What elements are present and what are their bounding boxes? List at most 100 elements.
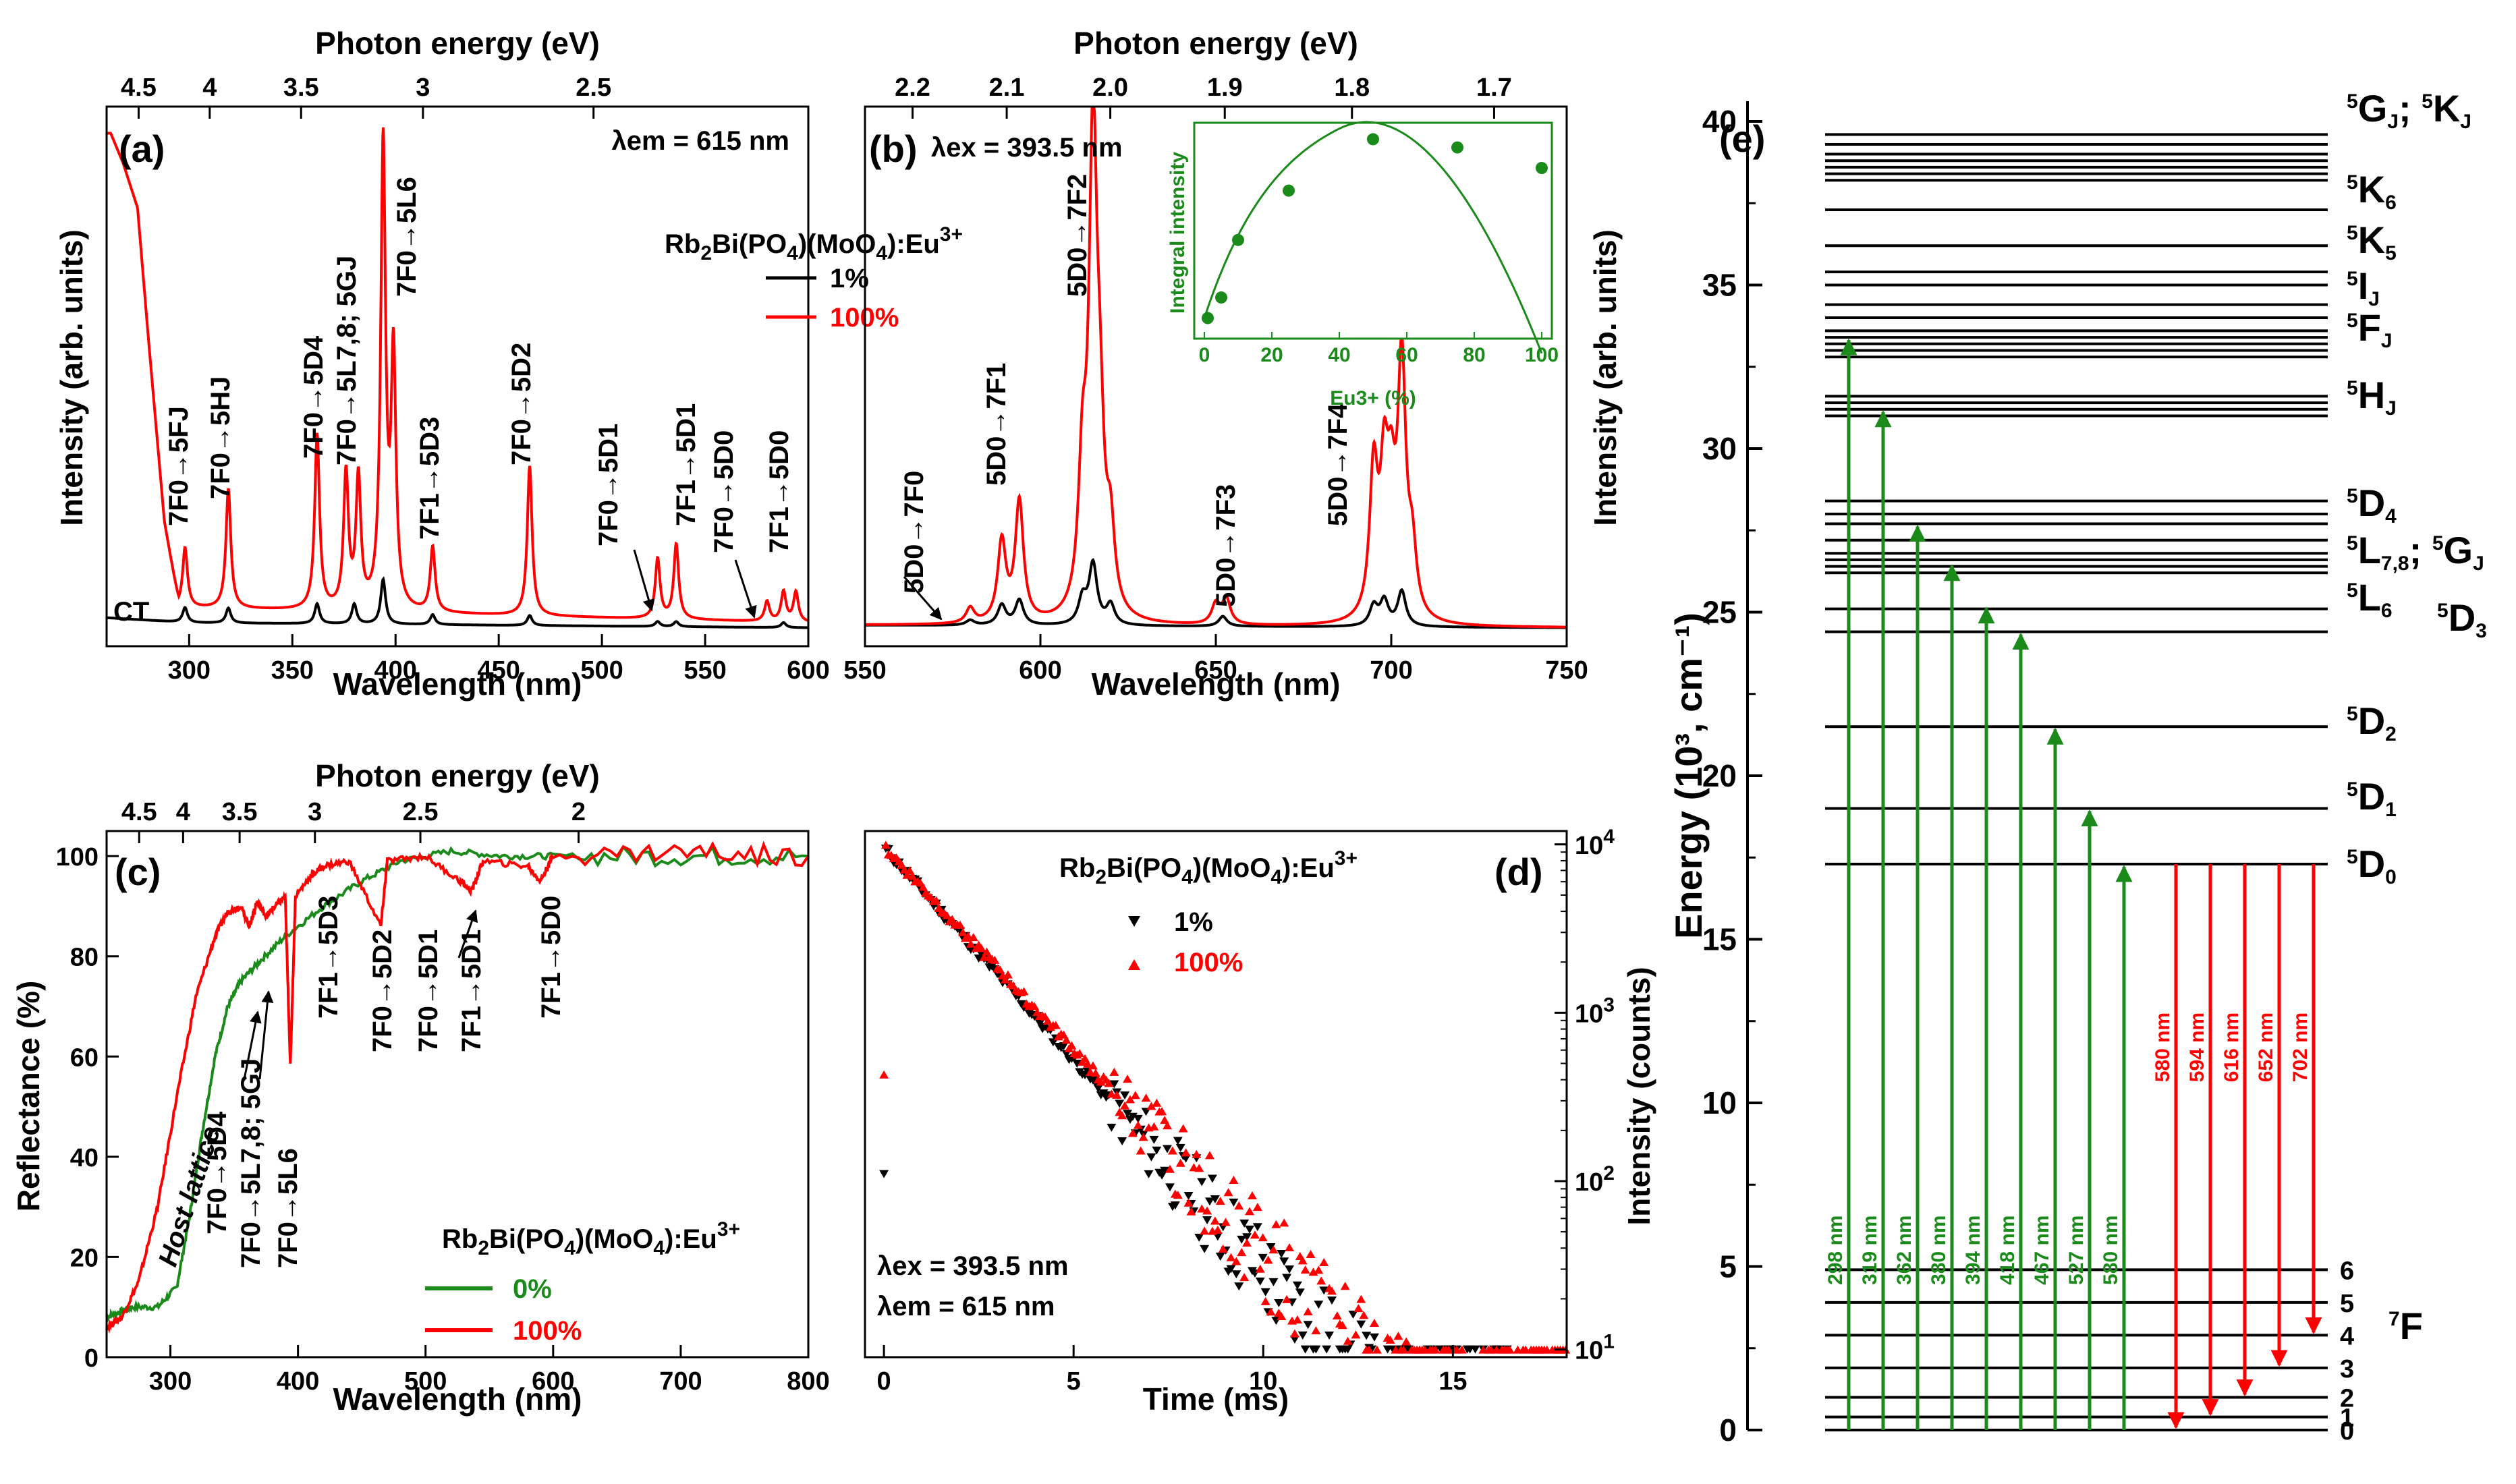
inset-ylabel: Integral intensity [1167,152,1189,314]
annotation-c-7f1-5d1: 7F1→5D1 [457,930,486,1052]
decay-point [1337,1321,1347,1330]
tick-label-b-x: 750 [1545,656,1588,685]
decay-point [1197,1204,1207,1213]
decay-point [1260,1288,1270,1296]
decay-point [1202,1216,1212,1225]
annotation-c-arrow-1 [243,1010,262,1080]
tick-label-a-x: 400 [374,656,417,685]
term-5d4: 5D4 [2347,482,2397,527]
decay-point [1285,1265,1295,1274]
annotation-b-5d0-7f0: 5D0→7F0 [899,471,929,594]
decay-point [1314,1265,1324,1274]
decay-point [1362,1332,1372,1340]
decay-point [1130,1091,1140,1100]
tick-label-d-y: 104 [1575,826,1615,860]
decay-point [1075,1049,1085,1058]
panel-c-frame [105,830,810,1359]
excitation-label: 298 nm [1824,1216,1847,1285]
decay-point [1369,1318,1379,1327]
decay-point [1226,1265,1236,1274]
decay-point [1019,987,1029,996]
panel-d-x-ticks: 0 5 10 15 [877,1345,1467,1396]
decay-point [1215,1252,1225,1261]
tick-label-c-top: 4.5 [121,798,157,826]
annotation-c-arrow-3 [457,909,478,959]
tick-label-b-top: 2.2 [895,74,930,102]
panel-d-frame [864,830,1568,1359]
decay-point [1067,1041,1077,1050]
panel-b-condition: λex = 393.5 nm [931,133,1123,163]
decay-point [1300,1345,1310,1354]
decay-point [1127,1112,1138,1121]
emission-label: 702 nm [2289,1012,2312,1082]
legend-d-marker-2 [1128,959,1140,970]
panel-d-y-ticks: 104 103 102 101 [1555,826,1615,1365]
tick-label-c-y: 100 [56,843,99,872]
decay-point [1311,1345,1321,1354]
panel-c-top-ticks: 4.5 4 3.5 3 2.5 2 [121,798,586,843]
decay-point [1231,1257,1241,1265]
annotation-c-arrow-2 [258,990,274,1080]
decay-point [1289,1335,1299,1344]
annotation-a-arrow-1 [633,549,655,612]
excitation-label: 527 nm [2065,1216,2088,1285]
annotation-ct: CT [113,597,149,627]
decay-point [1107,1123,1117,1132]
legend-a-title: Rb2Bi(PO4)(MoO4):Eu3+ [665,223,963,264]
annotation-b-5d0-7f1: 5D0→7F1 [982,363,1011,486]
decay-point [905,866,915,875]
ground-level-label: 3 [2340,1355,2354,1383]
decay-point [1343,1336,1353,1345]
panel-c-plot [105,840,810,1334]
decay-point [1351,1330,1361,1339]
tick-label-d-y: 103 [1575,994,1615,1028]
annotation-a-7f0-5hj: 7F0→5HJ [206,376,235,499]
panel-a-xlabel: Wavelength (nm) [333,666,582,702]
tick-label-a-top: 3.5 [283,74,319,102]
decay-point [942,911,952,919]
decay-point [1223,1188,1233,1197]
tick-label-c-top: 4 [176,798,190,826]
inset-tick-label: 100 [1525,344,1559,366]
excitation-label: 394 nm [1962,1216,1984,1285]
emission-label: 594 nm [2186,1012,2208,1082]
decay-point [1292,1315,1302,1323]
tick-label-a-x: 600 [787,656,829,685]
panel-a-frame [105,105,810,648]
tick-label-c-x: 800 [787,1367,829,1396]
decay-point [1242,1233,1252,1242]
decay-point [1200,1226,1210,1235]
decay-point [976,950,986,959]
decay-point [1237,1235,1247,1244]
decay-point [1183,1191,1194,1200]
tick-label-a-top: 4.5 [121,74,157,102]
tick-label-b-top: 1.9 [1207,74,1243,102]
excitation-label: 380 nm [1928,1216,1950,1285]
decay-point [995,965,1005,974]
panel-b-x-ticks: 550 600 650 700 750 [843,634,1588,685]
decay-point [1364,1345,1374,1354]
decay-point [1215,1197,1225,1205]
panel-c-y-ticks: 0 20 40 60 80 100 [56,843,119,1373]
decay-point [1356,1294,1366,1303]
term-5l6: 5L6 [2347,576,2393,622]
panel-d-condition-1: λex = 393.5 nm [877,1251,1069,1281]
legend-c-label-2: 100% [513,1316,582,1346]
legend-d-marker-1 [1128,916,1140,927]
tick-label-d-x: 15 [1438,1367,1467,1396]
decay-point [955,920,966,929]
decay-point [1133,1114,1143,1123]
decay-point [966,939,976,948]
panel-c-ylabel: Reflectance (%) [11,981,46,1212]
decay-point [1340,1282,1350,1290]
decay-point [1221,1218,1231,1226]
decay-point [1163,1121,1173,1130]
decay-point [1152,1098,1162,1107]
decay-point [1279,1218,1289,1227]
tick-label-e-y: 20 [1702,758,1737,793]
tick-label-e-y: 30 [1702,431,1737,466]
decay-point [1120,1091,1130,1100]
decay-point [1200,1245,1210,1253]
tick-label-c-top: 3.5 [222,798,258,826]
